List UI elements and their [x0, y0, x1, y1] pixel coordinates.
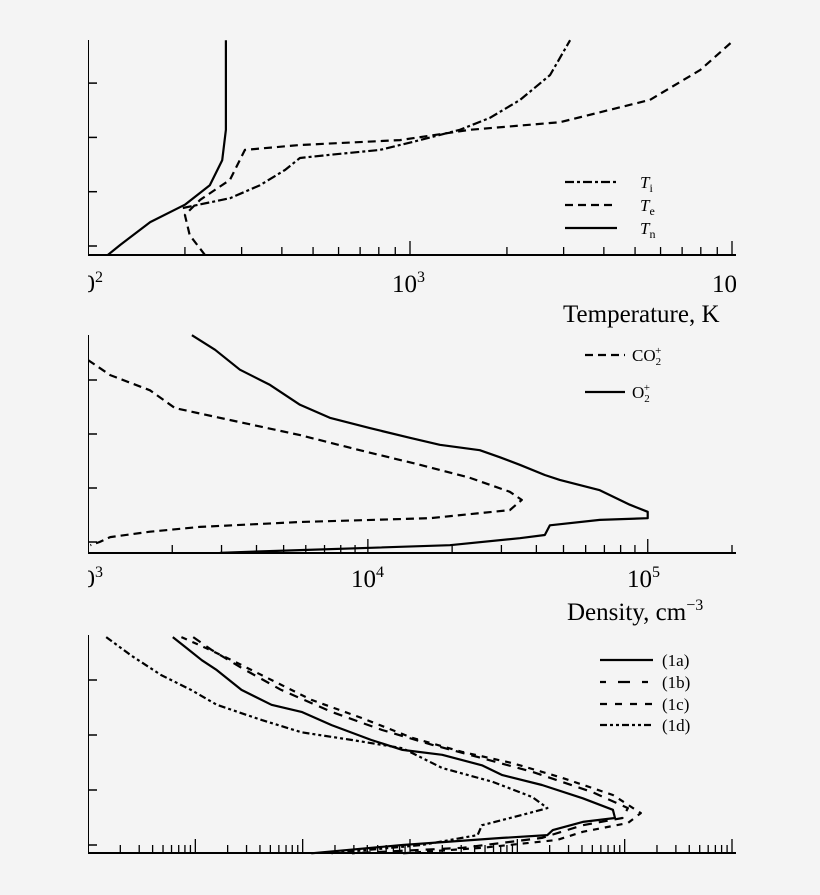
legend-label-co2: CO2+: [632, 345, 661, 368]
legend-label-1b: (1b): [662, 673, 690, 692]
series-line-co2: [88, 359, 523, 547]
series-line-1b: [192, 636, 630, 855]
legend-label-1c: (1c): [662, 695, 689, 714]
panel-temperature: 102 103 104 Temperature, K Ti Te Tn: [70, 39, 745, 328]
x-tick-label: 102: [70, 269, 103, 298]
series-line-1c: [180, 636, 642, 855]
axes: [88, 335, 736, 554]
x-tick-label: 104: [351, 564, 384, 593]
legend-label-1d: (1d): [662, 716, 690, 735]
legend: CO2+ O2+: [585, 345, 661, 405]
series-group: [88, 334, 649, 554]
series-line-1a: [172, 636, 617, 855]
x-axis-label: Density, cm−3: [567, 597, 703, 626]
legend-label-te: Te: [640, 196, 655, 218]
series-group: [106, 39, 733, 257]
axes: [88, 40, 736, 256]
x-tick-label: 103: [70, 564, 103, 593]
legend: (1a) (1b) (1c) (1d): [600, 651, 690, 735]
series-line-te: [183, 40, 733, 256]
series-group: [105, 636, 642, 855]
x-tick-label: 105: [627, 564, 660, 593]
series-line-1d: [105, 636, 549, 855]
x-axis-label: Temperature, K: [563, 301, 720, 328]
axes: [88, 635, 736, 854]
panel-density-models: (1a) (1b) (1c) (1d): [88, 635, 736, 855]
legend: Ti Te Tn: [565, 173, 655, 241]
series-line-ti: [182, 39, 572, 210]
series-line-o2: [191, 334, 649, 554]
panel-density: 103 104 105 Density, cm−3 CO2+ O2+: [70, 334, 736, 626]
legend-label-1a: (1a): [662, 651, 689, 670]
legend-label-o2: O2+: [632, 382, 650, 405]
x-tick-label: 104: [712, 269, 745, 298]
legend-label-tn: Tn: [640, 219, 655, 241]
legend-label-ti: Ti: [640, 173, 653, 195]
series-line-tn: [106, 40, 227, 257]
x-tick-label: 103: [392, 269, 425, 298]
